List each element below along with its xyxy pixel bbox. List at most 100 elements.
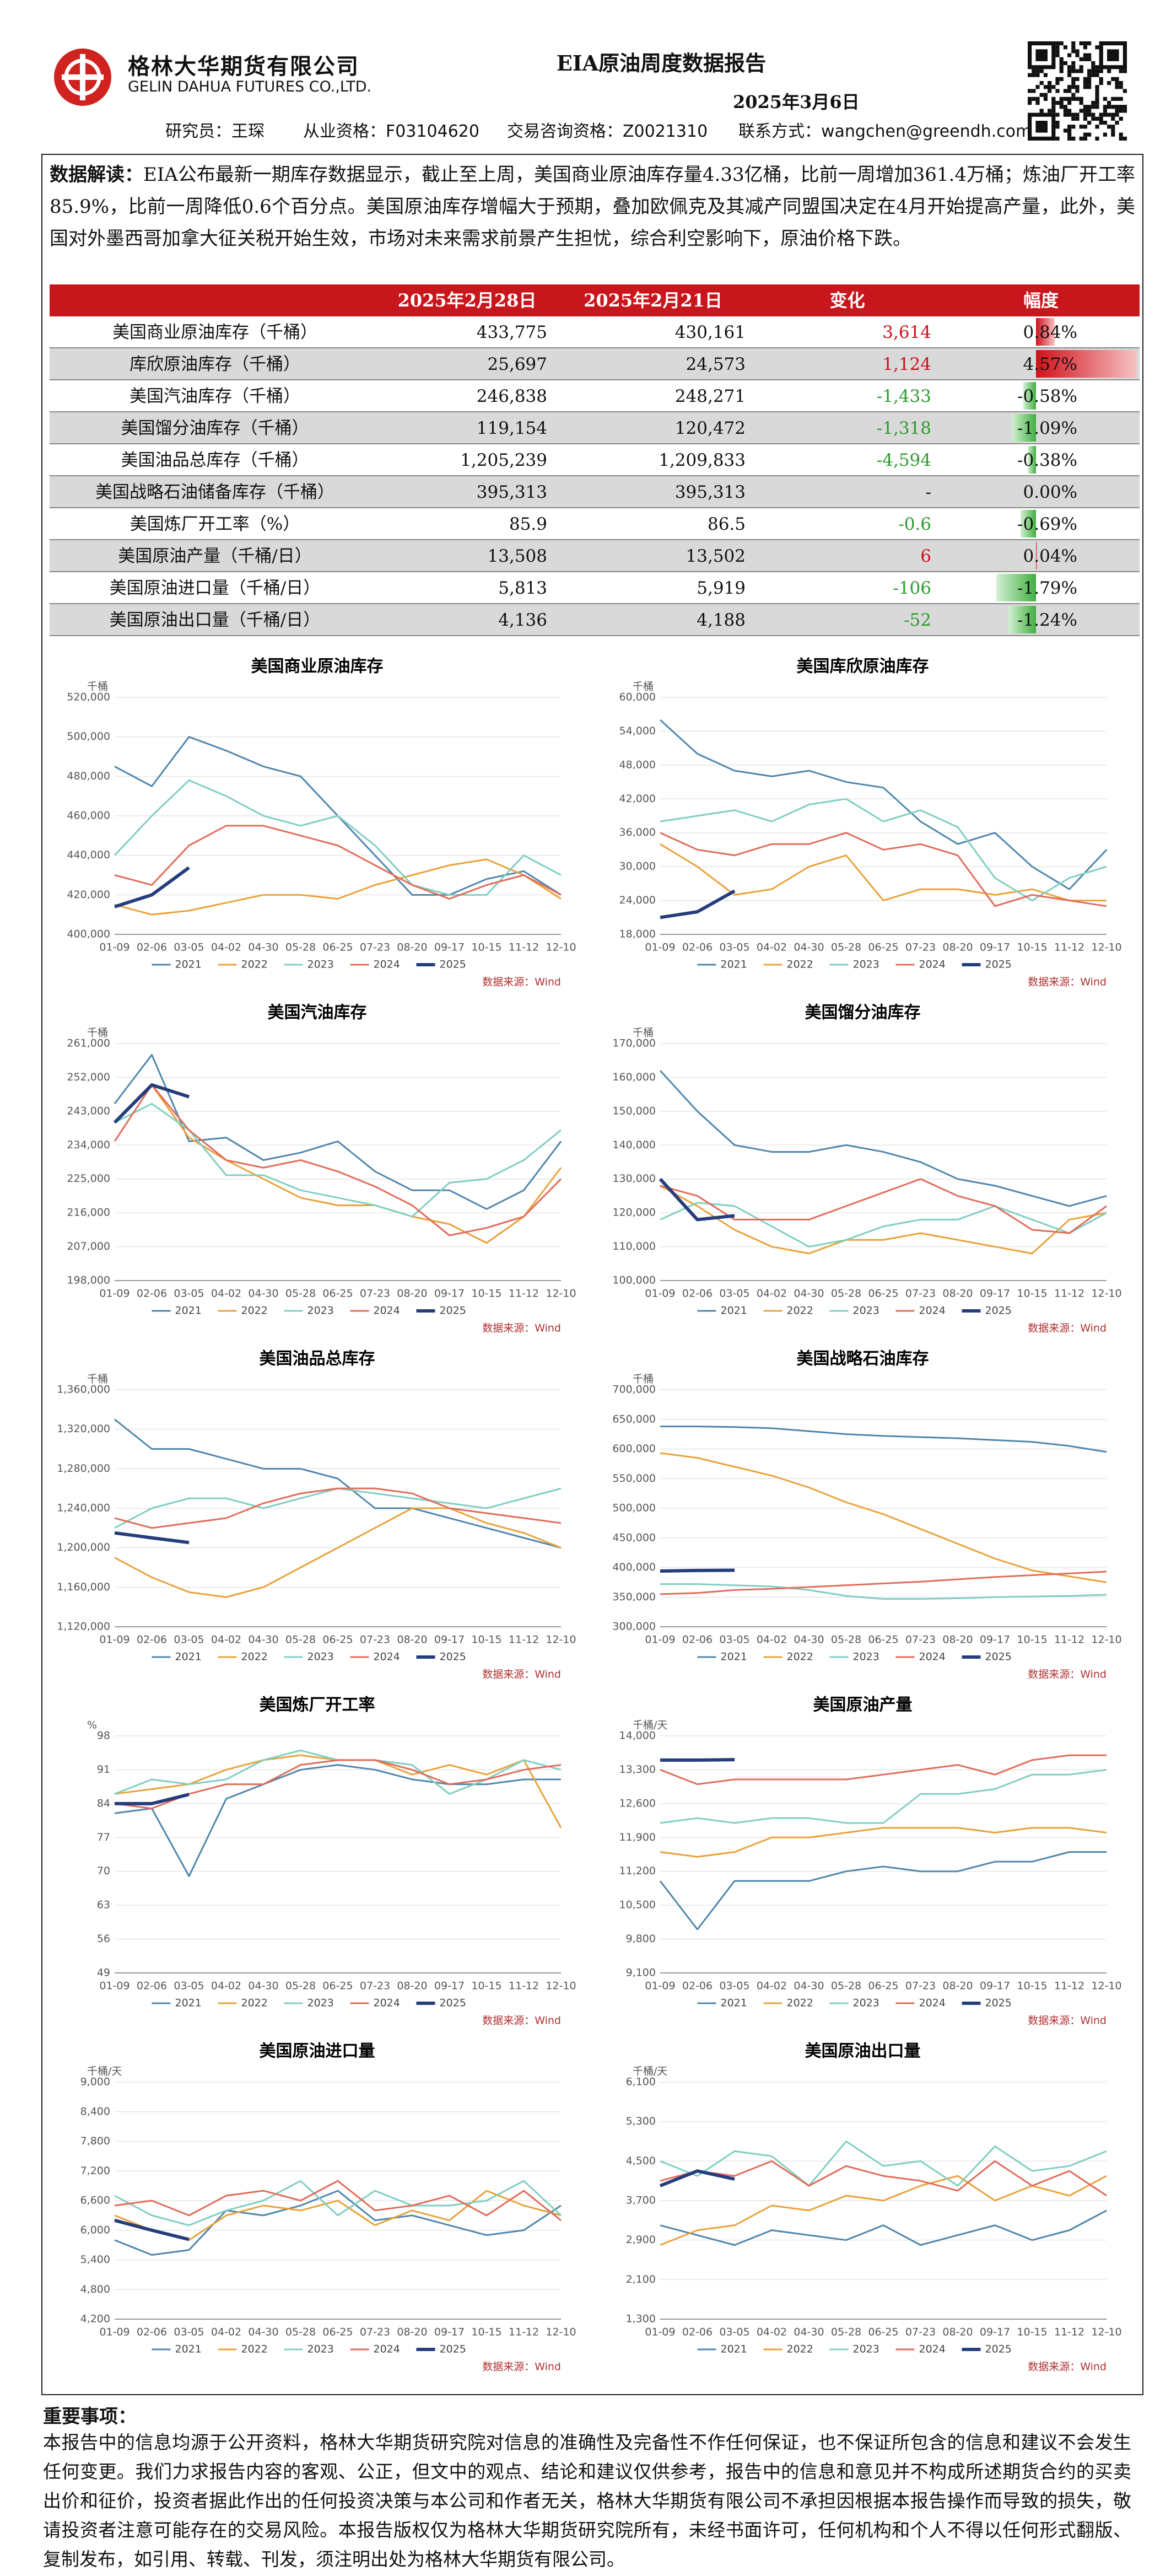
y-tick-label: 18,000 [619,928,656,940]
qr-cell [1051,85,1056,89]
qr-cell [1111,128,1115,133]
qr-cell [1115,105,1119,109]
summary-label: 数据解读： [50,164,144,186]
qr-cell [1095,89,1099,93]
qr-cell [1063,45,1067,50]
y-tick-label: 100,000 [612,1274,656,1287]
series-line [660,1754,1107,1786]
x-tick-label: 08-20 [397,1980,427,1992]
qr-cell [1095,116,1099,121]
qr-cell [1119,81,1123,85]
series-line [114,1487,562,1529]
y-tick-label: 520,000 [67,691,110,703]
series-line [660,2175,1107,2246]
y-tick-label: 10,500 [619,1899,656,1911]
qr-cell [1032,69,1036,73]
company-name: 格林大华期货有限公司 [128,53,359,79]
qr-cell [1087,81,1092,85]
x-tick-label: 03-05 [174,1980,204,1992]
series-line [660,2209,1107,2246]
qr-cell [1107,81,1111,85]
series-line [660,1185,1107,1255]
series-line [114,2180,562,2222]
y-tick-label: 48,000 [619,759,656,771]
row-label: 美国原油进口量（千桶/日） [109,578,321,598]
x-tick-label: 10-15 [471,1288,501,1300]
qr-cell [1067,53,1072,57]
cell-change: 6 [920,546,931,566]
series-line [659,2169,735,2187]
y-tick-label: 4,200 [80,2313,110,2325]
chart-title: 美国汽油库存 [268,1003,367,1023]
x-tick-label: 08-20 [942,1288,973,1300]
x-tick-label: 09-17 [980,1288,1010,1300]
x-tick-label: 01-09 [645,942,675,954]
x-tick-label: 11-12 [1054,1980,1084,1992]
unit-label: 千桶 [633,1027,654,1039]
qr-cell [1075,112,1080,117]
qr-cell [1067,89,1072,93]
y-tick-label: 70 [97,1865,110,1877]
y-tick-label: 30,000 [619,861,656,873]
series-line [114,825,562,900]
y-tick-label: 1,300 [626,2313,656,2325]
x-tick-label: 12-10 [546,2326,576,2338]
content-frame [41,154,1143,2395]
y-tick-label: 63 [97,1899,110,1911]
qr-cell [1091,101,1096,105]
y-tick-label: 49 [97,1967,110,1979]
x-tick-label: 06-25 [322,942,353,954]
qr-cell [1083,116,1087,121]
qr-cell [1095,125,1099,129]
x-tick-label: 07-23 [360,942,390,954]
qr-cell [1103,121,1107,125]
qr-cell [1071,125,1076,129]
qr-cell [1123,69,1127,73]
qr-cell [1115,81,1119,85]
x-tick-label: 11-12 [1054,1288,1084,1300]
legend-label: 2023 [307,2343,334,2355]
x-tick-label: 11-12 [509,1634,539,1646]
legend-label: 2023 [853,2343,879,2355]
qr-cell [1059,41,1064,46]
qr-cell [1071,69,1076,73]
qr-cell [1028,73,1032,77]
chart-title: 美国原油出口量 [805,2042,921,2061]
cell-change: -1,433 [876,386,931,406]
series-line [660,1178,1107,1234]
row-label: 美国炼厂开工率（%） [129,514,300,534]
legend-label: 2024 [374,1997,400,2009]
unit-label: 千桶/天 [633,1719,667,1731]
legend-label: 2021 [175,1997,202,2009]
qr-cell [1071,93,1076,97]
legend-label: 2024 [919,1305,946,1317]
x-tick-label: 11-12 [1054,942,1084,954]
qr-cell [1067,109,1072,113]
y-tick-label: 420,000 [67,889,110,901]
qr-cell [1055,125,1060,129]
x-tick-label: 11-12 [509,1980,539,1992]
qr-cell [1123,136,1127,141]
qr-cell [1039,69,1044,73]
consult-license: 交易咨询资格：Z0021310 [507,122,708,141]
qr-cell [1071,65,1076,69]
x-tick-label: 05-28 [285,1288,316,1300]
qr-cell [1111,112,1115,117]
x-tick-label: 04-30 [248,2326,278,2338]
y-tick-label: 60,000 [619,691,656,703]
y-tick-label: 6,100 [626,2076,656,2088]
x-tick-label: 10-15 [1017,1634,1047,1646]
legend-label: 2022 [787,959,813,971]
table-row: 美国汽油库存（千桶） 246,838 248,271 -1,433 -0.58% [50,380,1140,412]
cell-pct: -0.38% [1017,450,1077,470]
y-tick-label: 54,000 [619,725,656,737]
series-line [660,1202,1107,1248]
qr-cell [1087,53,1092,57]
series-line [659,1070,1107,1207]
qr-cell [1063,112,1067,117]
y-tick-label: 440,000 [67,849,110,861]
y-tick-label: 1,200,000 [57,1541,110,1553]
qr-cell [1035,85,1040,89]
